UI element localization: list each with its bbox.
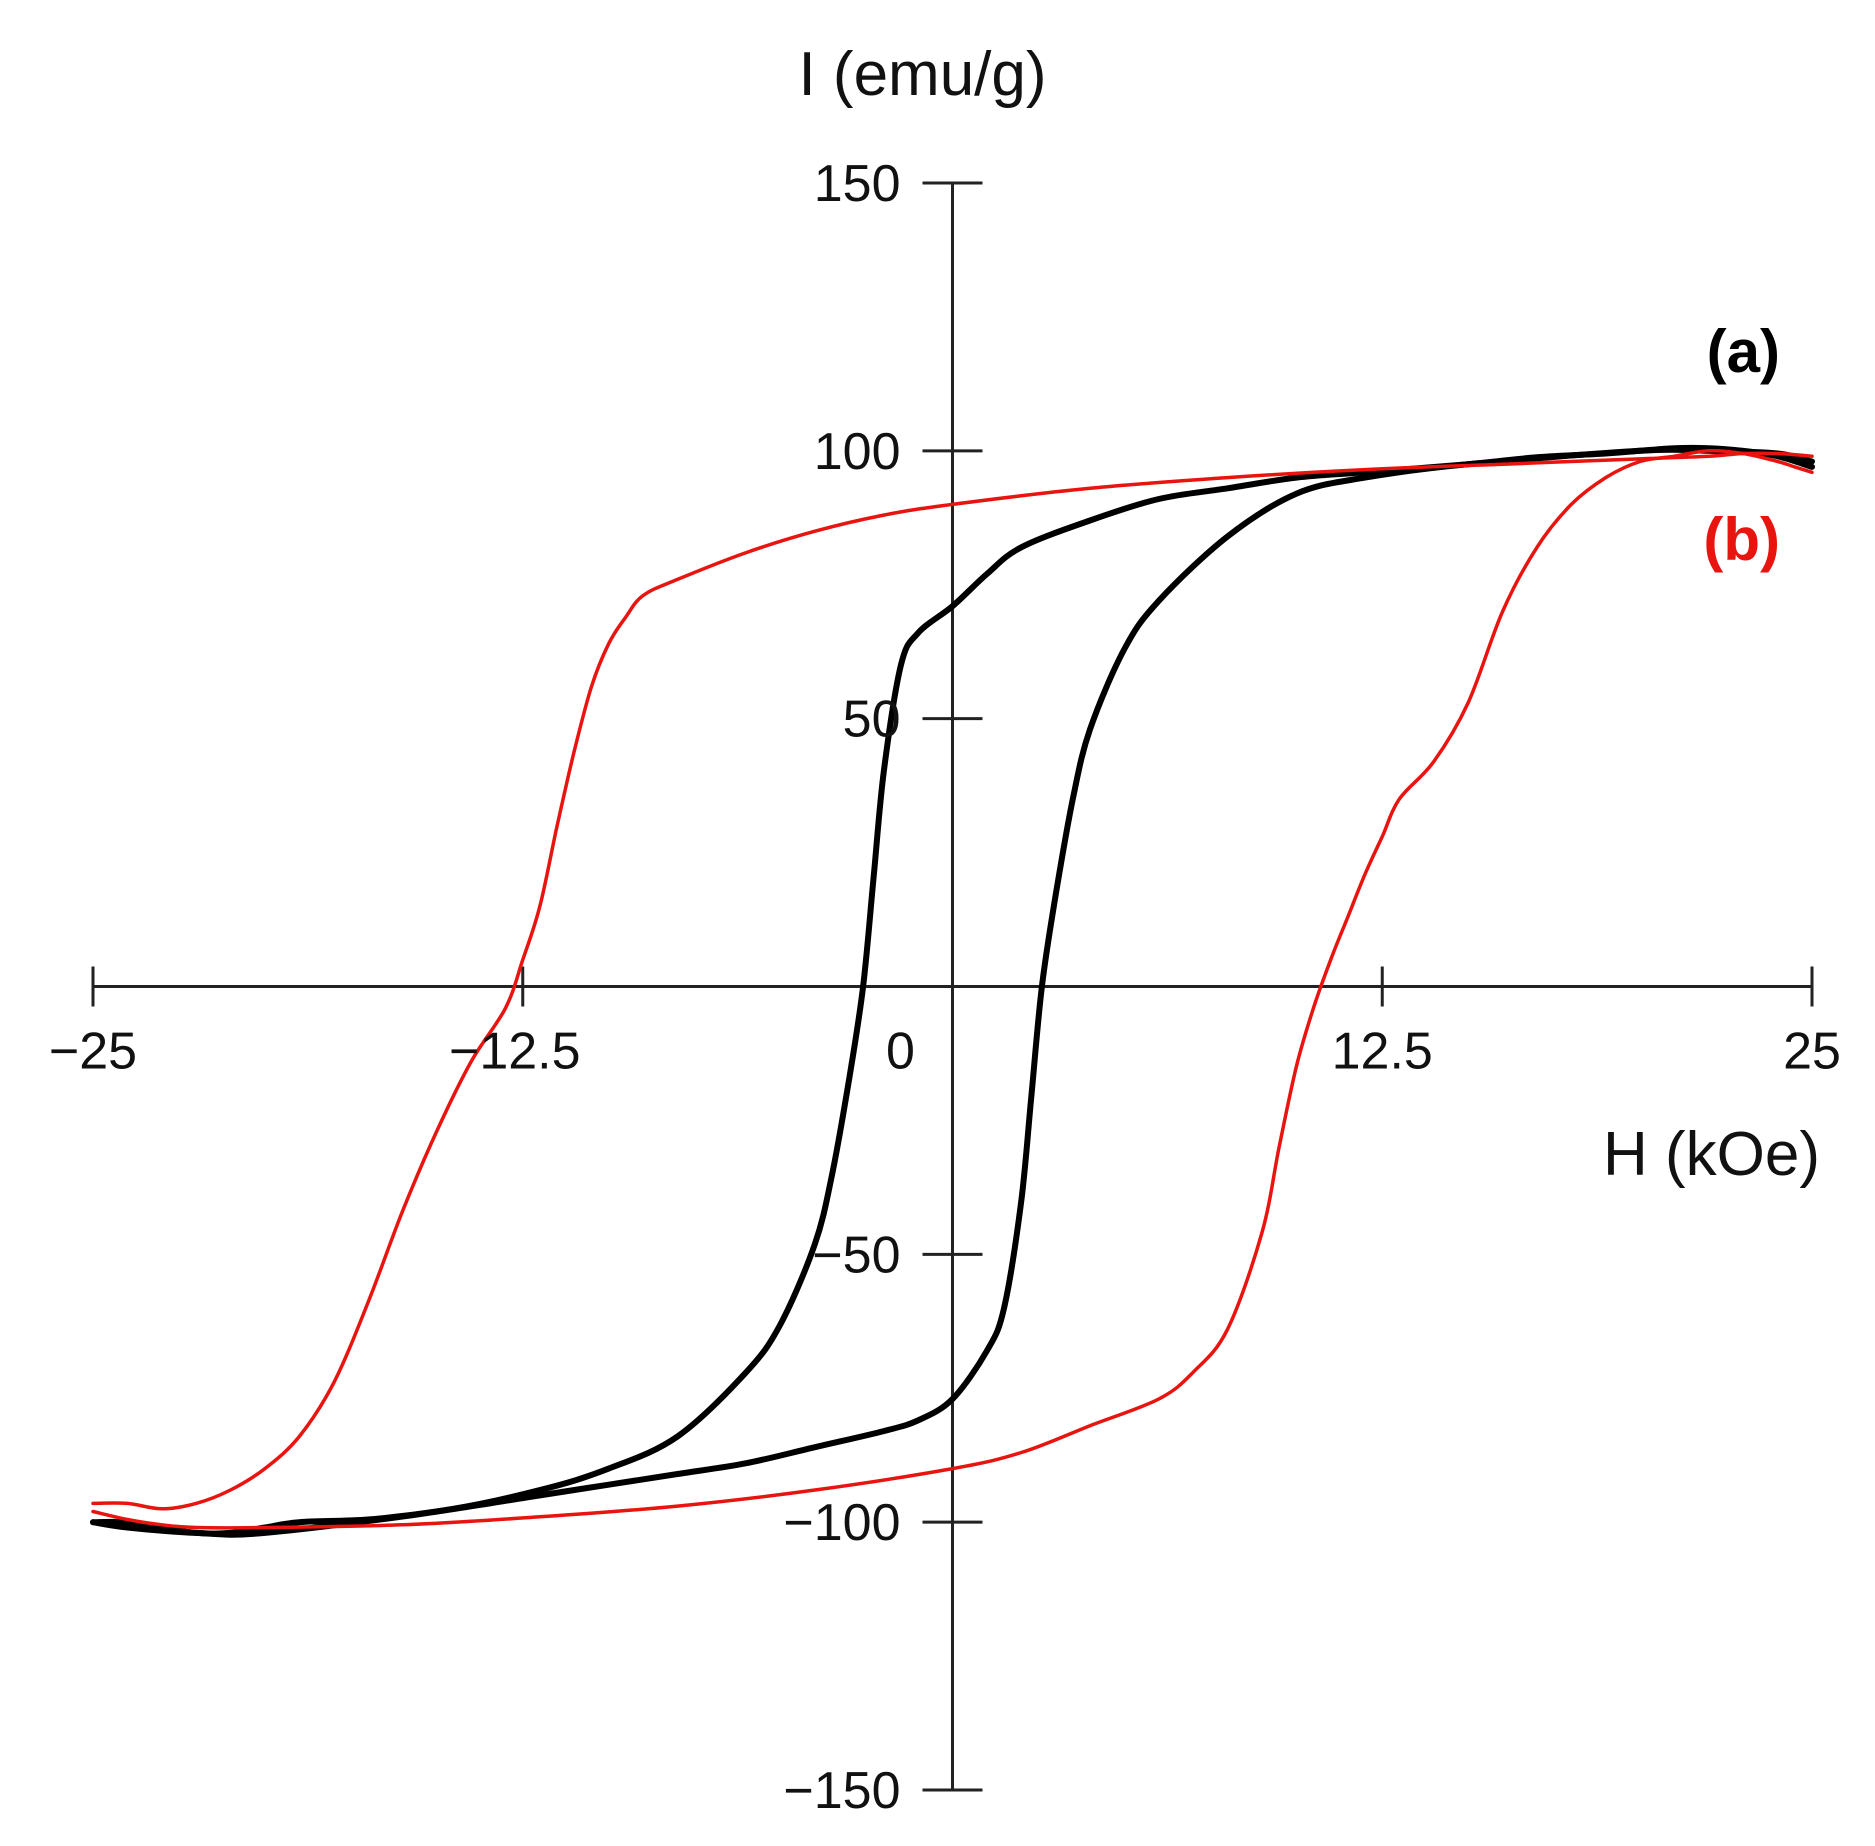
y-tick-label: 100 <box>814 423 901 481</box>
y-tick-label: −100 <box>783 1494 900 1552</box>
y-tick-label: 50 <box>843 691 901 749</box>
series-a-curve-branch-ascending <box>90 444 1815 1538</box>
x-tick-label: −12.5 <box>449 1023 581 1081</box>
series-b-curve-branch-ascending <box>91 451 1814 1511</box>
series-b-label: (b) <box>1703 506 1780 573</box>
y-tick-label: −150 <box>783 1762 900 1820</box>
series-a-label: (a) <box>1707 318 1780 385</box>
x-tick-label: −25 <box>49 1023 137 1081</box>
y-axis-title: I (emu/g) <box>798 40 1046 109</box>
series-b-curve-branch-descending <box>91 448 1814 1530</box>
axes <box>91 181 1814 1792</box>
curves <box>90 444 1815 1538</box>
series-a-curve-branch-descending <box>90 446 1815 1537</box>
x-tick-label: 0 <box>886 1023 915 1081</box>
x-axis-title: H (kOe) <box>1603 1120 1820 1189</box>
labels: −25 −12.5 0 12.5 25 150 100 50 −50 −100 −150 I (emu… <box>49 40 1841 1820</box>
x-tick-label: 25 <box>1783 1023 1841 1081</box>
y-tick-label: 150 <box>814 155 901 213</box>
x-tick-label: 12.5 <box>1332 1023 1433 1081</box>
y-tick-label: −50 <box>812 1226 900 1284</box>
